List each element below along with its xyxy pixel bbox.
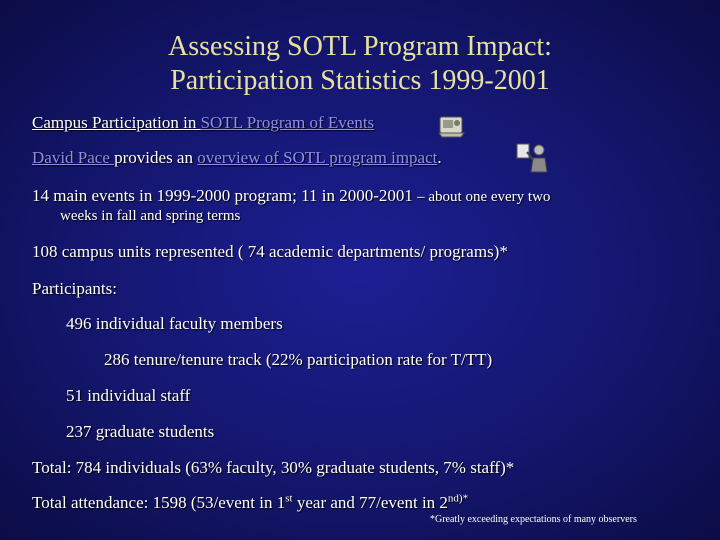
weeks-line: weeks in fall and spring terms: [60, 208, 241, 224]
events-frequency-text: – about one every two: [417, 189, 551, 205]
campus-units-line: 108 campus units represented ( 74 academ…: [32, 242, 508, 261]
graduate-students-line: 237 graduate students: [66, 422, 215, 441]
campus-participation-text: Campus Participation in: [32, 113, 201, 132]
total-attendance-line: Total attendance: 1598 (53/event in 1st …: [32, 493, 468, 513]
title-line-1: Assessing SOTL Program Impact:: [168, 31, 552, 62]
slide-title: Assessing SOTL Program Impact: Participa…: [0, 30, 720, 98]
notebook-clipart-icon: [438, 116, 465, 138]
sotl-events-link[interactable]: SOTL Program of Events: [200, 113, 375, 132]
overview-link[interactable]: overview of SOTL program impact: [197, 148, 438, 167]
provides-text: provides an: [114, 148, 198, 167]
attendance-sup1: st: [285, 492, 293, 505]
david-pace-line: David Pace provides an overview of SOTL …: [32, 148, 442, 168]
total-individuals-line: Total: 784 individuals (63% faculty, 30%…: [32, 458, 515, 477]
tenure-track-line: 286 tenure/tenure track (22% participati…: [104, 350, 493, 369]
faculty-members-line: 496 individual faculty members: [66, 314, 283, 333]
title-line-2: Participation Statistics 1999-2001: [170, 65, 550, 96]
footnote: *Greatly exceeding expectations of many …: [430, 514, 637, 525]
david-pace-link[interactable]: David Pace: [32, 148, 115, 167]
participants-heading: Participants:: [32, 279, 117, 298]
attendance-part1: Total attendance: 1598 (53/event in 1: [32, 493, 286, 512]
attendance-sup2: nd)*: [447, 492, 469, 505]
period-text: .: [437, 148, 442, 167]
attendance-part2: year and 77/event in 2: [292, 493, 448, 512]
events-text: 14 main events in 1999-2000 program; 11 …: [32, 186, 418, 205]
staff-line: 51 individual staff: [66, 386, 191, 405]
events-line: 14 main events in 1999-2000 program; 11 …: [32, 186, 550, 206]
campus-participation-line: Campus Participation in SOTL Program of …: [32, 113, 374, 133]
presenter-clipart-icon: [516, 143, 548, 173]
